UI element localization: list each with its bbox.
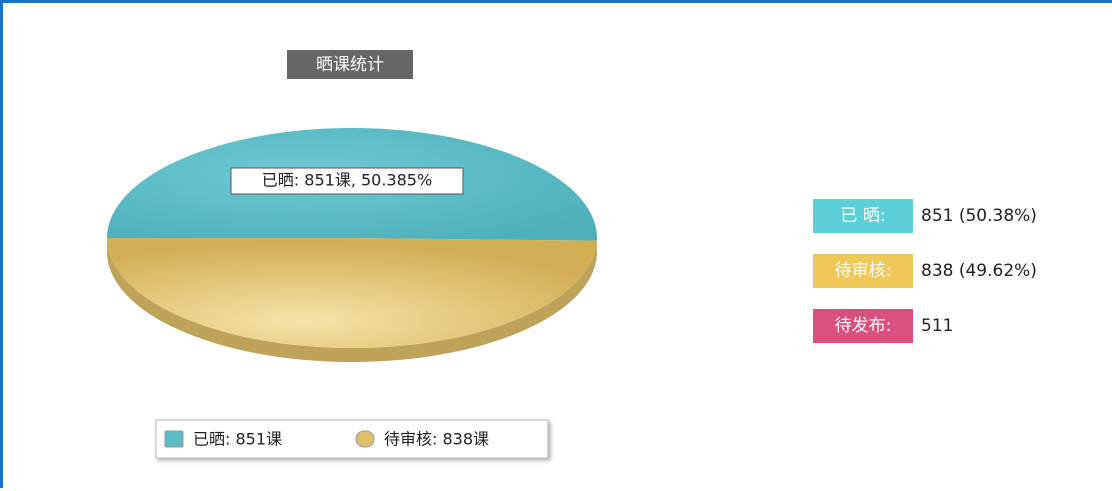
stat-row: 待发布: 511 [813, 309, 953, 343]
pie-slice [107, 238, 597, 348]
stat-label: 待发布: [813, 309, 913, 343]
legend-swatch [165, 431, 183, 447]
chart-title: 晒课统计 [316, 55, 384, 75]
pie [107, 128, 597, 362]
stat-value: 851 (50.38%) [921, 206, 1037, 226]
stat-value: 511 [921, 316, 953, 336]
legend-swatch [356, 431, 374, 447]
stat-label: 待审核: [813, 254, 913, 288]
legend-label: 待审核: 838课 [384, 430, 489, 449]
stat-row: 已 晒: 851 (50.38%) [813, 199, 1037, 233]
tooltip: 已晒: 851课, 50.385% [262, 171, 432, 190]
stat-row: 待审核: 838 (49.62%) [813, 254, 1037, 288]
chart: 晒课统计 已晒: 851课, 50.385% 已晒: 851课 待审核: 838课 [3, 3, 1112, 491]
legend-label: 已晒: 851课 [193, 430, 282, 449]
stat-label: 已 晒: [813, 199, 913, 233]
stat-value: 838 (49.62%) [921, 261, 1037, 281]
